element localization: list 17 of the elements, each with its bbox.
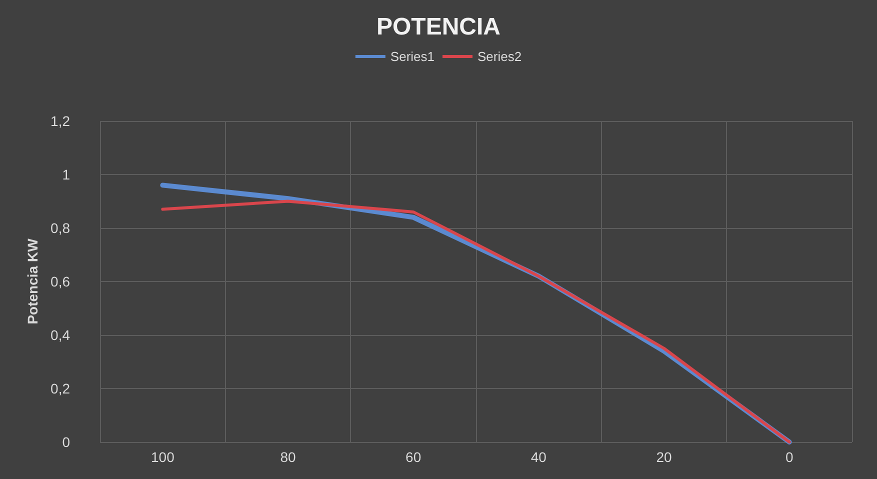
- y-tick-label: 0,4: [50, 327, 70, 343]
- x-tick-label: 20: [656, 449, 672, 465]
- legend-label: Series2: [478, 49, 522, 64]
- x-tick-label: 60: [406, 449, 422, 465]
- y-tick-label: 1,2: [50, 113, 70, 129]
- x-tick-label: 80: [280, 449, 296, 465]
- y-axis-title: Potencia KW: [24, 238, 41, 324]
- x-tick-label: 40: [530, 449, 547, 465]
- y-tick-label: 0: [62, 434, 70, 450]
- y-tick-label: 1: [62, 166, 70, 182]
- y-tick-label: 0,8: [50, 220, 70, 236]
- x-tick-label: 100: [150, 449, 175, 465]
- x-tick-label: 0: [785, 449, 794, 465]
- y-tick-label: 0,6: [50, 274, 70, 290]
- legend-label: Series1: [390, 49, 434, 64]
- chart-title: POTENCIA: [376, 14, 501, 40]
- y-tick-label: 0,2: [50, 380, 70, 396]
